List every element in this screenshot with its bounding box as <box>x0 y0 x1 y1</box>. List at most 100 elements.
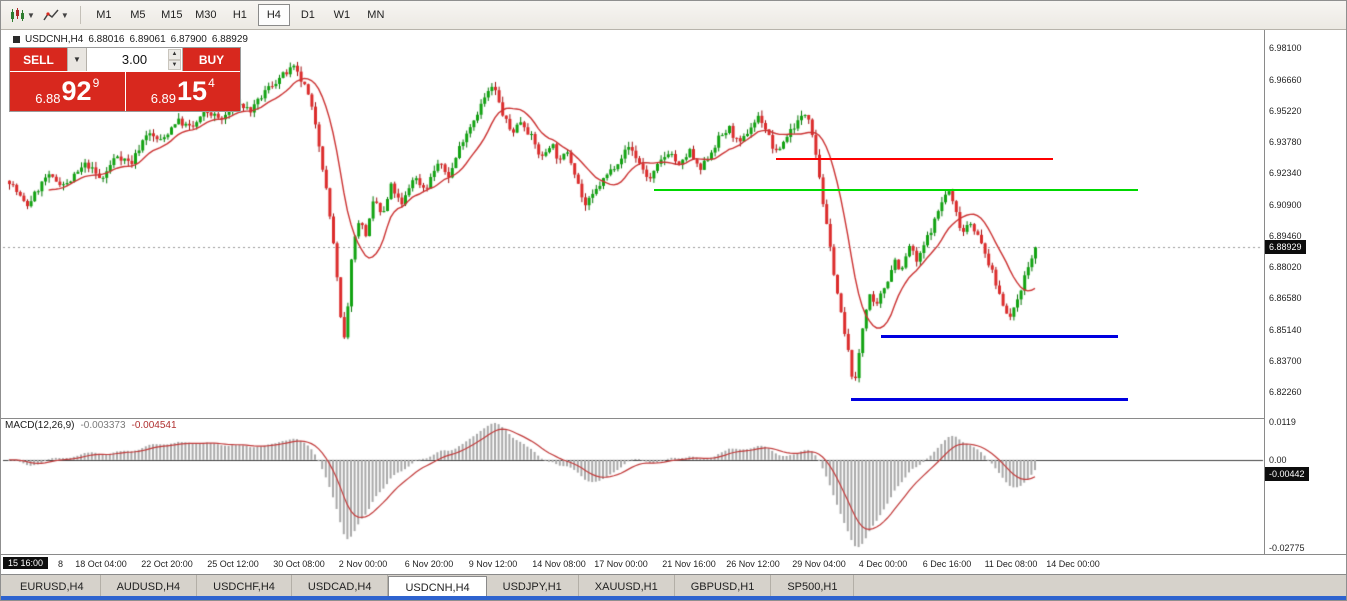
time-label: 11 Dec 08:00 <box>984 559 1038 569</box>
time-label: 22 Oct 20:00 <box>141 559 193 569</box>
symbol-tab-usdcnh[interactable]: USDCNH,H4 <box>388 576 487 599</box>
time-label: 29 Nov 04:00 <box>792 559 846 569</box>
trendline-blue-support-upper[interactable] <box>881 335 1118 339</box>
timeframe-button-h1[interactable]: H1 <box>232 9 247 21</box>
symbol-tab-bar: EURUSD,H4 AUDUSD,H4 USDCHF,H4 USDCAD,H4 USDC… <box>1 574 1346 599</box>
chart-type-button[interactable]: ▼ <box>6 4 38 26</box>
time-label: 9 Nov 12:00 <box>468 559 518 569</box>
trendline-red-resistance[interactable] <box>776 158 1053 161</box>
symbol-tab-usdcad[interactable]: USDCAD,H4 <box>292 575 389 599</box>
price-tick: 6.96660 <box>1269 74 1302 85</box>
timeframe-button-group: M1 M5 M15 M30 H1 H4 D1 W1 MN <box>87 4 393 26</box>
time-label: 4 Dec 00:00 <box>858 559 908 569</box>
chart-ohlc-header: USDCNH,H4 6.88016 6.89061 6.87900 6.8892… <box>13 34 248 45</box>
time-label: 6 Nov 20:00 <box>404 559 454 569</box>
price-tick: 6.93780 <box>1269 137 1302 148</box>
buy-button[interactable]: BUY <box>183 48 240 71</box>
time-axis[interactable]: 15 16:00 8 18 Oct 04:00 22 Oct 20:00 25 Oc… <box>1 554 1346 574</box>
macd-indicator-header: MACD(12,26,9) -0.003373 -0.004541 <box>5 420 177 431</box>
macd-name: MACD(12,26,9) <box>5 420 75 431</box>
price-tick: 6.90900 <box>1269 199 1302 210</box>
symbol-tab-eurusd[interactable]: EURUSD,H4 <box>4 575 101 599</box>
timeframe-button-mn[interactable]: MN <box>367 9 385 21</box>
time-label: 2 Nov 00:00 <box>338 559 388 569</box>
price-tick: 6.95220 <box>1269 105 1302 116</box>
symbol-tab-audusd[interactable]: AUDUSD,H4 <box>101 575 198 599</box>
macd-tick: 0.0119 <box>1269 416 1296 427</box>
ask-big-figure: 15 <box>177 76 208 106</box>
timeframe-button-m15[interactable]: M15 <box>161 9 183 21</box>
chevron-down-icon: ▼ <box>27 10 35 20</box>
bid-prefix: 6.88 <box>35 91 61 106</box>
symbol-period-label: USDCNH,H4 <box>25 34 84 45</box>
volume-value: 3.00 <box>121 52 148 67</box>
ask-prefix: 6.89 <box>150 91 177 106</box>
volume-dropdown-button[interactable]: ▼ <box>67 48 87 71</box>
timeframe-button-m5[interactable]: M5 <box>130 9 146 21</box>
chevron-down-icon: ▼ <box>73 55 81 64</box>
low-value: 6.87900 <box>170 34 207 45</box>
line-studies-icon <box>43 8 59 23</box>
symbol-tab-xauusd[interactable]: XAUUSD,H1 <box>579 575 675 599</box>
time-label: 14 Dec 00:00 <box>1046 559 1100 569</box>
time-label: 17 Nov 00:00 <box>594 559 648 569</box>
trendline-blue-support-lower[interactable] <box>851 397 1128 401</box>
top-toolbar: ▼ ▼ M1 M5 M15 M30 H1 H4 D1 W1 MN <box>1 1 1346 30</box>
time-label: 14 Nov 08:00 <box>532 559 586 569</box>
panel-separator[interactable] <box>1 418 1346 419</box>
symbol-tab-gbpusd[interactable]: GBPUSD,H1 <box>675 575 772 599</box>
macd-main-value: -0.003373 <box>80 420 126 431</box>
macd-tick: 0.00 <box>1269 454 1287 465</box>
volume-up-button[interactable]: ▲ <box>168 49 181 60</box>
ask-price-panel[interactable]: 6.89 15 4 <box>125 72 240 111</box>
chart-tools-button[interactable]: ▼ <box>40 4 72 26</box>
timeframe-button-h4[interactable]: H4 <box>257 4 290 26</box>
price-tick: 6.82260 <box>1269 387 1302 398</box>
time-label: 26 Nov 12:00 <box>726 559 780 569</box>
bid-price-panel[interactable]: 6.88 92 9 <box>10 72 125 111</box>
macd-tick: -0.02775 <box>1269 543 1305 554</box>
taskbar-edge <box>1 596 1346 600</box>
time-label: 18 Oct 04:00 <box>75 559 127 569</box>
timeframe-button-m30[interactable]: M30 <box>195 9 217 21</box>
price-axis[interactable]: 6.88929 -0.00442 6.98100 6.96660 6.95220 6.… <box>1264 30 1346 554</box>
time-label: 6 Dec 16:00 <box>922 559 972 569</box>
macd-current-badge: -0.00442 <box>1265 466 1309 481</box>
ask-pipette: 4 <box>208 76 215 90</box>
one-click-trading-widget: SELL ▼ 3.00 ▲ ▼ BUY 6.88 92 9 6.89 15 4 <box>9 47 241 112</box>
price-tick: 6.98100 <box>1269 43 1302 54</box>
timeframe-button-w1[interactable]: W1 <box>333 9 351 21</box>
symbol-tab-sp500[interactable]: SP500,H1 <box>771 575 855 599</box>
time-axis-marker: 15 16:00 <box>3 557 49 569</box>
symbol-marker-icon <box>13 36 20 43</box>
volume-input[interactable]: 3.00 ▲ ▼ <box>87 48 183 71</box>
timeframe-button-m1[interactable]: M1 <box>96 9 112 21</box>
high-value: 6.89061 <box>129 34 166 45</box>
time-label: 21 Nov 16:00 <box>662 559 716 569</box>
symbol-tab-usdjpy[interactable]: USDJPY,H1 <box>487 575 579 599</box>
price-tick: 6.88020 <box>1269 262 1302 273</box>
price-tick: 6.83700 <box>1269 355 1302 366</box>
symbol-tab-usdchf[interactable]: USDCHF,H4 <box>197 575 292 599</box>
price-tick: 6.89460 <box>1269 230 1302 241</box>
trendline-green-resistance[interactable] <box>654 188 1138 191</box>
open-value: 6.88016 <box>88 34 125 45</box>
price-tick: 6.85140 <box>1269 324 1302 335</box>
bid-big-figure: 92 <box>61 76 92 106</box>
volume-down-button[interactable]: ▼ <box>168 59 181 70</box>
timeframe-button-d1[interactable]: D1 <box>300 9 315 21</box>
price-tick: 6.92340 <box>1269 168 1302 179</box>
sell-button[interactable]: SELL <box>10 48 67 71</box>
price-tick: 6.86580 <box>1269 293 1302 304</box>
close-value: 6.88929 <box>211 34 248 45</box>
candlestick-chart-icon <box>9 7 25 23</box>
time-axis-marker-suffix: 8 <box>58 559 64 569</box>
toolbar-separator <box>79 6 81 24</box>
chevron-down-icon: ▼ <box>60 10 69 20</box>
time-label: 25 Oct 12:00 <box>207 559 259 569</box>
time-label: 30 Oct 08:00 <box>273 559 325 569</box>
bid-pipette: 9 <box>92 76 100 90</box>
macd-signal-value: -0.004541 <box>131 420 177 431</box>
current-price-badge: 6.88929 <box>1265 240 1306 255</box>
